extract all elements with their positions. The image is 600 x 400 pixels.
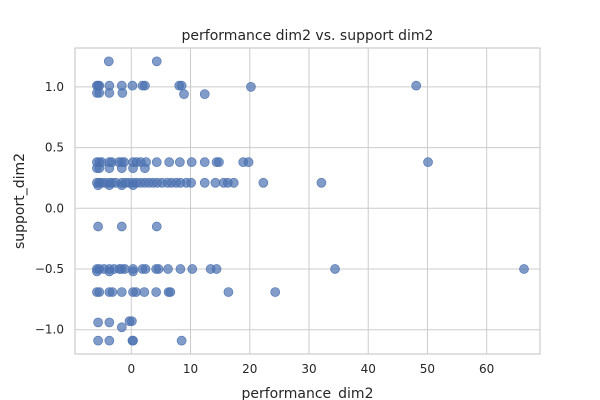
y-axis-label: support_dim2 — [12, 153, 28, 249]
scatter-point — [270, 287, 281, 297]
scatter-point — [187, 264, 198, 274]
y-tick-label: −1.0 — [35, 323, 64, 337]
scatter-point — [151, 56, 162, 67]
scatter-point — [316, 177, 327, 188]
y-axis-ticks: −1.0 −0.5 0.0 0.5 1.0 — [35, 80, 64, 337]
scatter-point — [116, 180, 127, 191]
scatter-point — [223, 287, 234, 297]
scatter-point — [103, 56, 114, 67]
scatter-point — [104, 180, 115, 191]
scatter-point — [210, 177, 221, 188]
scatter-point — [116, 163, 127, 174]
scatter-point — [258, 177, 269, 188]
scatter-point — [127, 316, 137, 327]
scatter-point — [128, 163, 138, 174]
scatter-point — [163, 264, 173, 274]
scatter-point — [228, 177, 239, 188]
scatter-point — [93, 317, 103, 328]
scatter-point — [128, 266, 138, 277]
scatter-point — [94, 163, 105, 174]
scatter-point — [423, 157, 433, 167]
scatter-point — [151, 287, 162, 297]
scatter-point — [128, 180, 138, 191]
scatter-point — [127, 80, 138, 91]
scatter-point — [214, 157, 224, 167]
scatter-point — [116, 322, 127, 333]
x-axis-label: performance_dim2 — [242, 386, 374, 400]
scatter-point — [93, 180, 103, 191]
scatter-point — [104, 335, 115, 346]
scatter-point — [93, 221, 103, 232]
scatter-point — [176, 335, 187, 346]
scatter-point — [176, 80, 187, 91]
x-tick-label: 20 — [242, 362, 257, 376]
scatter-point — [151, 157, 162, 167]
scatter-point — [151, 221, 162, 232]
x-tick-label: 50 — [420, 362, 435, 376]
scatter-point — [411, 80, 422, 91]
scatter-point — [179, 89, 189, 99]
scatter-point — [174, 157, 185, 167]
scatter-point — [104, 266, 115, 277]
scatter-point — [153, 264, 164, 274]
scatter-point — [519, 264, 529, 274]
x-tick-label: 40 — [361, 362, 376, 376]
y-tick-label: 0.5 — [45, 141, 64, 155]
y-tick-label: −0.5 — [35, 262, 64, 276]
scatter-points — [92, 56, 529, 346]
scatter-point — [199, 177, 210, 188]
scatter-point — [199, 89, 210, 99]
scatter-point — [330, 264, 340, 274]
plot-area-frame — [74, 47, 541, 355]
scatter-point — [165, 287, 176, 297]
x-tick-label: 10 — [183, 362, 198, 376]
scatter-point — [107, 287, 118, 297]
scatter-point — [139, 287, 150, 297]
scatter-point — [211, 264, 222, 274]
scatter-point — [117, 88, 128, 98]
scatter-point — [131, 287, 141, 297]
x-tick-label: 60 — [479, 362, 494, 376]
scatter-point — [186, 157, 197, 167]
scatter-point — [140, 163, 150, 174]
scatter-point — [243, 157, 254, 167]
scatter-point — [199, 157, 210, 167]
x-axis-ticks: 0 10 20 30 40 50 60 — [127, 362, 494, 376]
scatter-point — [104, 317, 115, 328]
scatter-point — [119, 264, 130, 274]
scatter-point — [128, 335, 138, 346]
scatter-point — [94, 287, 105, 297]
y-tick-label: 0.0 — [45, 201, 64, 215]
grid-lines — [75, 48, 540, 354]
x-tick-label: 0 — [127, 362, 135, 376]
scatter-point — [116, 287, 127, 297]
scatter-point — [246, 82, 256, 92]
scatter-point — [164, 157, 175, 167]
scatter-point — [140, 80, 150, 91]
scatter-point — [175, 264, 186, 274]
scatter-point — [140, 264, 151, 274]
scatter-point — [94, 88, 105, 98]
x-tick-label: 30 — [301, 362, 316, 376]
y-tick-label: 1.0 — [45, 80, 64, 94]
chart-title: performance dim2 vs. support dim2 — [182, 28, 434, 44]
scatter-point — [92, 266, 102, 277]
scatter-point — [104, 163, 115, 174]
scatter-point — [93, 335, 103, 346]
scatter-point — [104, 88, 115, 98]
scatter-point — [186, 177, 196, 188]
scatter-point — [116, 221, 127, 232]
